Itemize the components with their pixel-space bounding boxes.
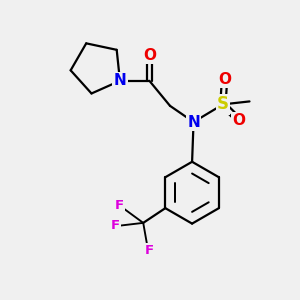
- Text: F: F: [115, 199, 124, 212]
- Text: O: O: [143, 48, 156, 63]
- Text: S: S: [217, 95, 229, 113]
- Text: N: N: [114, 73, 126, 88]
- Text: F: F: [145, 244, 154, 257]
- Text: F: F: [111, 219, 120, 232]
- Text: O: O: [233, 113, 246, 128]
- Text: N: N: [187, 115, 200, 130]
- Text: O: O: [218, 72, 231, 87]
